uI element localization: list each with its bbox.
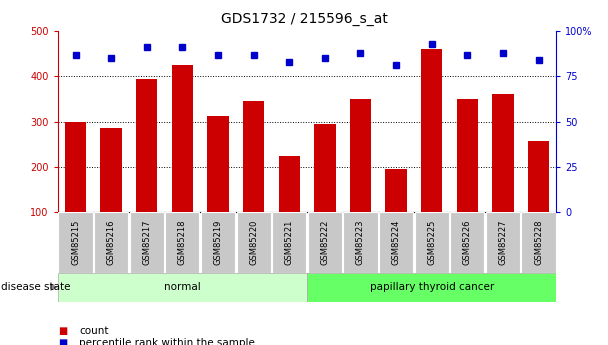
Bar bbox=[307, 273, 556, 302]
Bar bbox=[165, 212, 199, 273]
Bar bbox=[457, 99, 478, 212]
Bar bbox=[272, 212, 306, 273]
Text: GSM85227: GSM85227 bbox=[499, 220, 508, 265]
Text: GSM85225: GSM85225 bbox=[427, 220, 436, 265]
Text: GSM85217: GSM85217 bbox=[142, 220, 151, 265]
Text: GSM85218: GSM85218 bbox=[178, 220, 187, 265]
Text: GSM85215: GSM85215 bbox=[71, 220, 80, 265]
Text: count: count bbox=[79, 326, 109, 336]
Bar bbox=[486, 212, 520, 273]
Bar bbox=[243, 101, 264, 212]
Text: ■: ■ bbox=[58, 326, 67, 336]
Bar bbox=[94, 212, 128, 273]
Bar bbox=[522, 212, 556, 273]
Text: disease state: disease state bbox=[1, 282, 71, 292]
Bar bbox=[528, 141, 549, 212]
Bar bbox=[136, 79, 157, 212]
Text: percentile rank within the sample: percentile rank within the sample bbox=[79, 338, 255, 345]
Bar bbox=[314, 124, 336, 212]
Bar bbox=[201, 212, 235, 273]
Text: GSM85226: GSM85226 bbox=[463, 220, 472, 265]
Text: GSM85223: GSM85223 bbox=[356, 220, 365, 265]
Text: GSM85221: GSM85221 bbox=[285, 220, 294, 265]
Bar bbox=[379, 212, 413, 273]
Text: GSM85222: GSM85222 bbox=[320, 220, 330, 265]
Text: GSM85219: GSM85219 bbox=[213, 220, 223, 265]
Polygon shape bbox=[50, 284, 58, 291]
Text: GSM85224: GSM85224 bbox=[392, 220, 401, 265]
Bar bbox=[58, 273, 307, 302]
Bar bbox=[58, 212, 92, 273]
Bar bbox=[421, 49, 443, 212]
Bar bbox=[492, 95, 514, 212]
Bar bbox=[350, 99, 371, 212]
Bar bbox=[278, 156, 300, 212]
Text: papillary thyroid cancer: papillary thyroid cancer bbox=[370, 282, 494, 292]
Bar bbox=[130, 212, 164, 273]
Bar bbox=[385, 169, 407, 212]
Bar bbox=[65, 122, 86, 212]
Bar bbox=[308, 212, 342, 273]
Text: ■: ■ bbox=[58, 338, 67, 345]
Bar bbox=[207, 116, 229, 212]
Bar bbox=[100, 128, 122, 212]
Text: normal: normal bbox=[164, 282, 201, 292]
Bar bbox=[450, 212, 485, 273]
Bar bbox=[415, 212, 449, 273]
Text: GSM85216: GSM85216 bbox=[106, 220, 116, 265]
Bar bbox=[171, 65, 193, 212]
Bar bbox=[237, 212, 271, 273]
Text: GSM85228: GSM85228 bbox=[534, 220, 543, 265]
Bar bbox=[344, 212, 378, 273]
Text: GDS1732 / 215596_s_at: GDS1732 / 215596_s_at bbox=[221, 12, 387, 26]
Text: GSM85220: GSM85220 bbox=[249, 220, 258, 265]
